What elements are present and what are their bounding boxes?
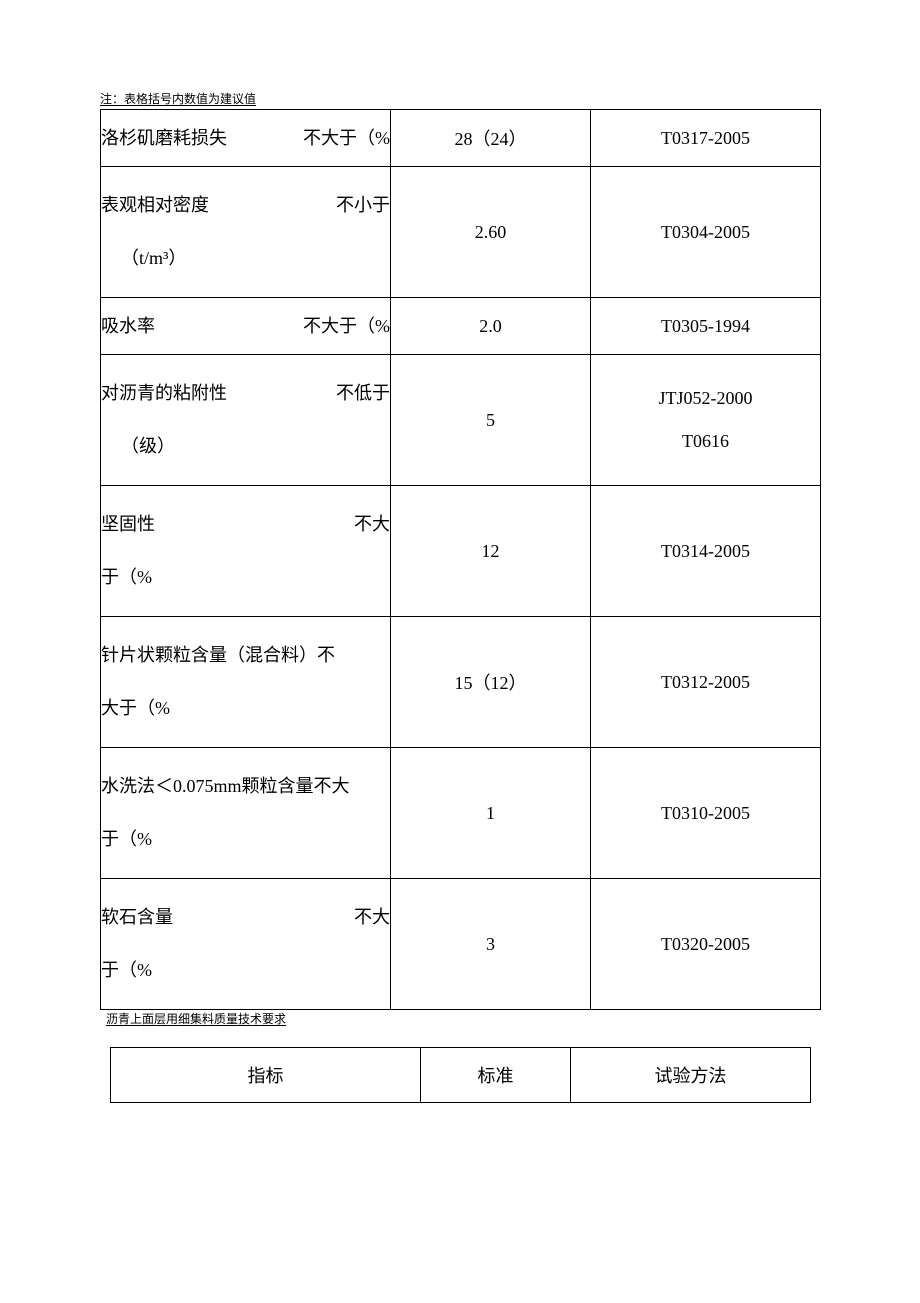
cell-method: T0314-2005 bbox=[591, 486, 821, 617]
cell-label: 表观相对密度 bbox=[101, 182, 209, 229]
header-method: 试验方法 bbox=[571, 1048, 811, 1103]
table-fine-aggregate-header: 指标 标准 试验方法 bbox=[110, 1047, 811, 1103]
table-header-row: 指标 标准 试验方法 bbox=[111, 1048, 811, 1103]
table-row: 洛杉矶磨耗损失 不大于（% 28（24） T0317-2005 bbox=[101, 110, 821, 167]
cell-label: 坚固性 bbox=[101, 501, 155, 548]
header-indicator: 指标 bbox=[111, 1048, 421, 1103]
cell-label-line2: 于（% bbox=[101, 816, 390, 863]
cell-method: T0317-2005 bbox=[591, 110, 821, 167]
cell-label-line2: （t/m³） bbox=[101, 235, 390, 282]
cell-label: 针片状颗粒含量（混合料）不 bbox=[101, 632, 390, 679]
cell-label: 软石含量 bbox=[101, 894, 173, 941]
table-row: 对沥青的粘附性 不低于 （级） 5 JTJ052-2000 T0616 bbox=[101, 355, 821, 486]
table-row: 水洗法＜0.075mm颗粒含量不大 于（% 1 T0310-2005 bbox=[101, 748, 821, 879]
table-row: 针片状颗粒含量（混合料）不 大于（% 15（12） T0312-2005 bbox=[101, 617, 821, 748]
table-row: 吸水率 不大于（% 2.0 T0305-1994 bbox=[101, 298, 821, 355]
cell-method: T0320-2005 bbox=[591, 879, 821, 1010]
table-row: 表观相对密度 不小于 （t/m³） 2.60 T0304-2005 bbox=[101, 167, 821, 298]
cell-value: 2.60 bbox=[391, 167, 591, 298]
cell-method: T0312-2005 bbox=[591, 617, 821, 748]
cell-value: 15（12） bbox=[391, 617, 591, 748]
cell-qualifier: 不低于 bbox=[336, 370, 390, 417]
table-row: 软石含量 不大 于（% 3 T0320-2005 bbox=[101, 879, 821, 1010]
header-standard: 标准 bbox=[421, 1048, 571, 1103]
cell-value: 5 bbox=[391, 355, 591, 486]
cell-label: 洛杉矶磨耗损失 bbox=[101, 115, 227, 162]
cell-value: 3 bbox=[391, 879, 591, 1010]
table-row: 坚固性 不大 于（% 12 T0314-2005 bbox=[101, 486, 821, 617]
caption-fine-aggregate: 沥青上面层用细集料质量技术要求 bbox=[106, 1010, 820, 1027]
cell-label-line2: 于（% bbox=[101, 947, 390, 994]
cell-method: JTJ052-2000 T0616 bbox=[591, 355, 821, 486]
cell-method: T0310-2005 bbox=[591, 748, 821, 879]
cell-label: 对沥青的粘附性 bbox=[101, 370, 227, 417]
cell-qualifier: 不大 bbox=[354, 501, 390, 548]
cell-label-line2: 大于（% bbox=[101, 685, 390, 732]
cell-qualifier: 不小于 bbox=[336, 182, 390, 229]
cell-label-line2: （级） bbox=[101, 423, 390, 470]
cell-method: T0305-1994 bbox=[591, 298, 821, 355]
cell-qualifier: 不大 bbox=[354, 894, 390, 941]
cell-qualifier: 不大于（% bbox=[303, 303, 390, 350]
cell-label: 水洗法＜0.075mm颗粒含量不大 bbox=[101, 763, 390, 810]
cell-method-line1: JTJ052-2000 bbox=[591, 377, 820, 420]
cell-value: 28（24） bbox=[391, 110, 591, 167]
cell-value: 12 bbox=[391, 486, 591, 617]
cell-label: 吸水率 bbox=[101, 303, 155, 350]
cell-value: 1 bbox=[391, 748, 591, 879]
note-top: 注：表格括号内数值为建议值 bbox=[100, 90, 820, 107]
cell-qualifier: 不大于（% bbox=[303, 115, 390, 162]
cell-method: T0304-2005 bbox=[591, 167, 821, 298]
table-coarse-aggregate: 洛杉矶磨耗损失 不大于（% 28（24） T0317-2005 表观相对密度 不… bbox=[100, 109, 821, 1010]
cell-value: 2.0 bbox=[391, 298, 591, 355]
cell-label-line2: 于（% bbox=[101, 554, 390, 601]
cell-method-line2: T0616 bbox=[591, 420, 820, 463]
